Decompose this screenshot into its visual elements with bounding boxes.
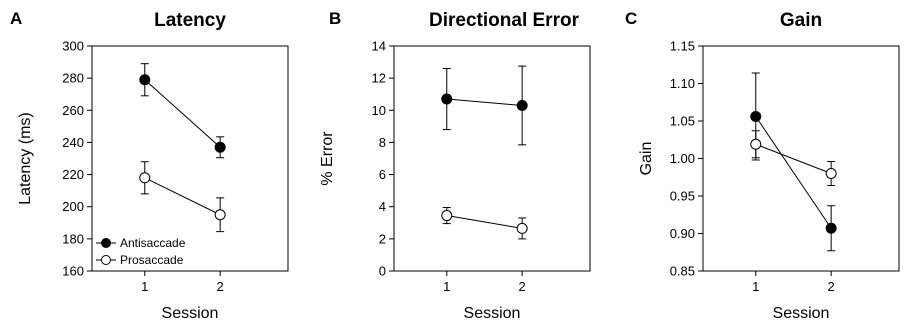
y-tick-label: 160 [62, 264, 84, 279]
plot-frame [702, 45, 900, 272]
y-tick-label: 4 [379, 199, 386, 214]
y-tick-label: 260 [62, 103, 84, 118]
y-tick-label: 12 [372, 71, 386, 86]
x-axis-label: Session [773, 305, 830, 322]
x-axis-label: Session [464, 305, 521, 322]
series-line [446, 215, 523, 229]
y-tick-label: 300 [62, 39, 84, 54]
panel-title: Directional Error [429, 10, 580, 31]
data-point [441, 93, 453, 105]
data-point [825, 168, 837, 179]
series-line [755, 143, 832, 174]
data-point [750, 111, 762, 122]
series-line [446, 98, 523, 106]
panel-title: Gain [780, 10, 822, 31]
panel-letter: A [10, 9, 22, 28]
data-point [214, 141, 226, 153]
panel-title: Latency [154, 10, 226, 31]
data-point [139, 74, 151, 86]
data-point [139, 172, 151, 184]
data-point [516, 99, 528, 111]
y-tick-label: 0.85 [670, 264, 695, 279]
y-tick-label: 14 [372, 39, 386, 54]
data-point [441, 210, 453, 222]
legend-label: Antisaccade [120, 236, 186, 250]
panel-letter: B [329, 9, 341, 28]
legend-label: Prosaccade [120, 253, 184, 267]
y-tick-label: 1.15 [670, 39, 695, 54]
panel-gain: 0.85 0.90 0.95 1.00 1.05 1.10 1.15 1 2 Session Gai… [625, 9, 900, 322]
x-tick-label: 1 [443, 279, 450, 294]
legend-marker [101, 238, 111, 248]
x-axis-label: Session [162, 305, 219, 322]
legend-marker [101, 255, 111, 265]
plot-frame [393, 45, 591, 272]
data-point [516, 222, 528, 234]
x-tick-label: 1 [141, 279, 148, 294]
x-tick-label: 2 [519, 279, 526, 294]
series-line [144, 79, 221, 148]
y-tick-label: 180 [62, 231, 84, 246]
y-axis-label: % Error [319, 131, 336, 186]
panel-letter: C [625, 9, 637, 28]
y-tick-label: 6 [379, 167, 386, 182]
y-tick-label: 0 [379, 264, 386, 279]
y-tick-label: 1.05 [670, 114, 695, 129]
data-point [750, 138, 762, 150]
panel-latency: 160 180 200 220 240 260 280 300 1 2 Session Latency… [10, 9, 289, 322]
series-line [144, 177, 221, 216]
y-tick-label: 1.00 [670, 151, 695, 166]
x-tick-label: 2 [828, 279, 835, 294]
y-tick-label: 0.90 [670, 226, 695, 241]
x-tick-label: 1 [752, 279, 759, 294]
y-tick-label: 2 [379, 231, 386, 246]
y-tick-label: 280 [62, 71, 84, 86]
x-tick-label: 2 [217, 279, 224, 294]
y-axis-label: Latency (ms) [17, 112, 34, 204]
y-axis-label: Gain [638, 142, 655, 176]
data-point [825, 222, 837, 234]
y-tick-label: 240 [62, 135, 84, 150]
y-tick-label: 220 [62, 167, 84, 182]
y-tick-label: 1.10 [670, 76, 695, 91]
y-tick-label: 10 [372, 103, 386, 118]
y-tick-label: 8 [379, 135, 386, 150]
data-point [214, 209, 226, 221]
y-tick-label: 0.95 [670, 189, 695, 204]
y-tick-label: 200 [62, 199, 84, 214]
series-line [755, 116, 832, 229]
plot-frame [91, 45, 289, 272]
